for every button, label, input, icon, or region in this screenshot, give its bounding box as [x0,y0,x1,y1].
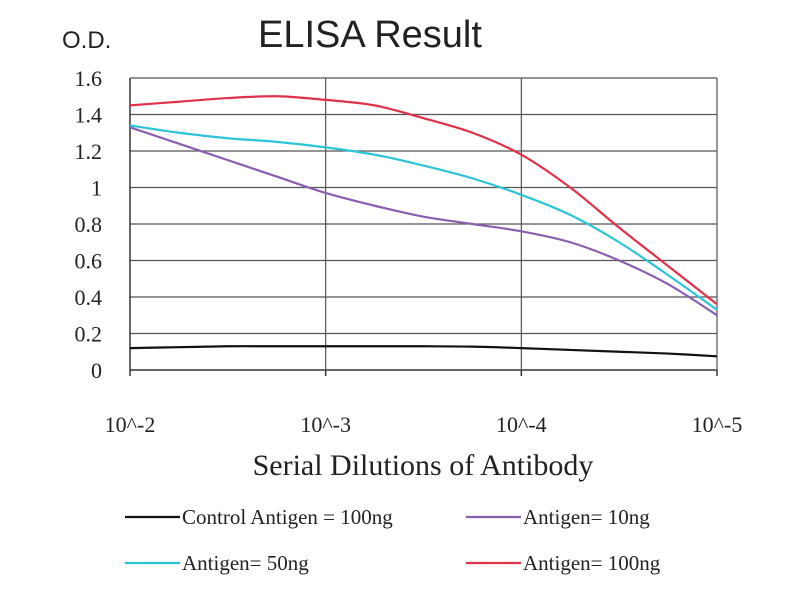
grid [129,77,718,376]
x-tick-label: 10^-3 [300,412,351,437]
legend-label: Antigen= 50ng [182,551,309,575]
x-axis-title: Serial Dilutions of Antibody [253,449,594,482]
y-tick-label: 1.4 [75,103,103,128]
series-line [129,126,718,317]
y-tick-label: 0.8 [75,212,103,237]
y-tick-label: 0.4 [75,285,103,310]
series-lines [129,95,718,358]
y-tick-label: 1.6 [75,66,103,91]
series-line [129,124,718,311]
y-tick-labels: 0 0.2 0.4 0.6 0.8 1 1.2 1.4 1.6 [75,66,103,383]
legend-label: Antigen= 10ng [523,505,650,529]
y-tick-label: 1 [91,176,102,201]
x-tick-label: 10^-4 [496,412,547,437]
legend-label: Control Antigen = 100ng [182,505,393,529]
y-axis-label: O.D. [62,27,111,54]
series-line [129,345,718,358]
x-tick-label: 10^-5 [692,412,743,437]
x-tick-labels: 10^-2 10^-3 10^-4 10^-5 [105,412,743,437]
chart-title: ELISA Result [258,14,482,56]
y-tick-label: 0 [91,358,102,383]
y-tick-label: 0.6 [75,249,103,274]
legend: Control Antigen = 100ng Antigen= 10ng Anti… [125,505,661,575]
series-line [129,95,718,306]
y-tick-label: 0.2 [75,322,103,347]
legend-label: Antigen= 100ng [523,551,661,575]
x-tick-label: 10^-2 [105,412,156,437]
y-tick-label: 1.2 [75,139,103,164]
